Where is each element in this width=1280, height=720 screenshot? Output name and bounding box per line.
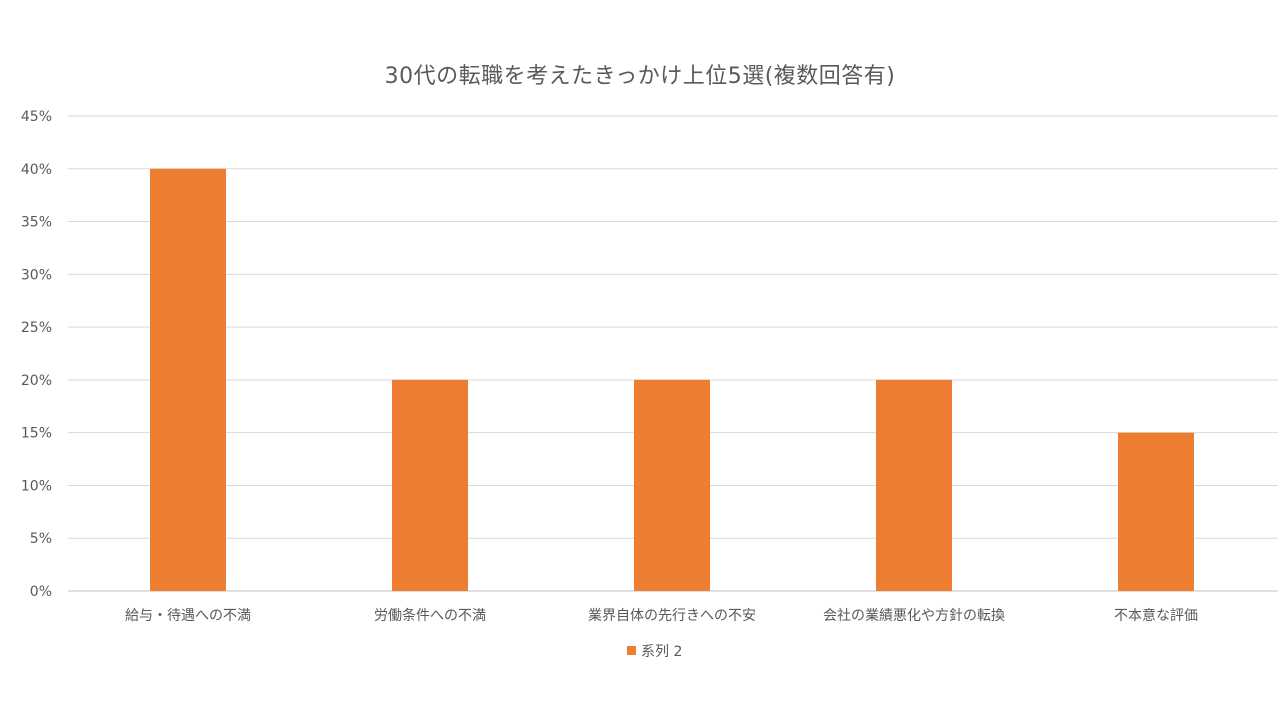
y-tick-label: 40% — [21, 162, 52, 178]
x-tick-label: 労働条件への不満 — [374, 607, 486, 624]
legend-label: 系列 2 — [641, 644, 682, 660]
y-tick-label: 5% — [30, 531, 52, 547]
y-tick-label: 15% — [21, 426, 52, 442]
y-tick-label: 0% — [30, 584, 52, 600]
legend-swatch — [627, 646, 636, 655]
y-tick-label: 20% — [21, 373, 52, 389]
bar — [634, 379, 710, 591]
y-tick-label: 25% — [21, 320, 52, 336]
y-tick-label: 10% — [21, 478, 52, 494]
x-tick-label: 業界自体の先行きへの不安 — [588, 608, 756, 624]
chart-title: 30代の転職を考えたきっかけ上位5選(複数回答有) — [384, 64, 896, 89]
y-tick-label: 35% — [21, 215, 52, 231]
x-tick-label: 会社の業績悪化や方針の転換 — [823, 608, 1005, 624]
y-tick-label: 45% — [21, 109, 52, 125]
bar — [1118, 432, 1194, 591]
x-tick-label: 不本意な評価 — [1114, 607, 1198, 624]
x-tick-label: 給与・待遇への不満 — [125, 608, 251, 624]
bar — [392, 379, 468, 591]
bar — [150, 168, 226, 591]
y-tick-label: 30% — [21, 267, 52, 283]
bar — [876, 379, 952, 591]
